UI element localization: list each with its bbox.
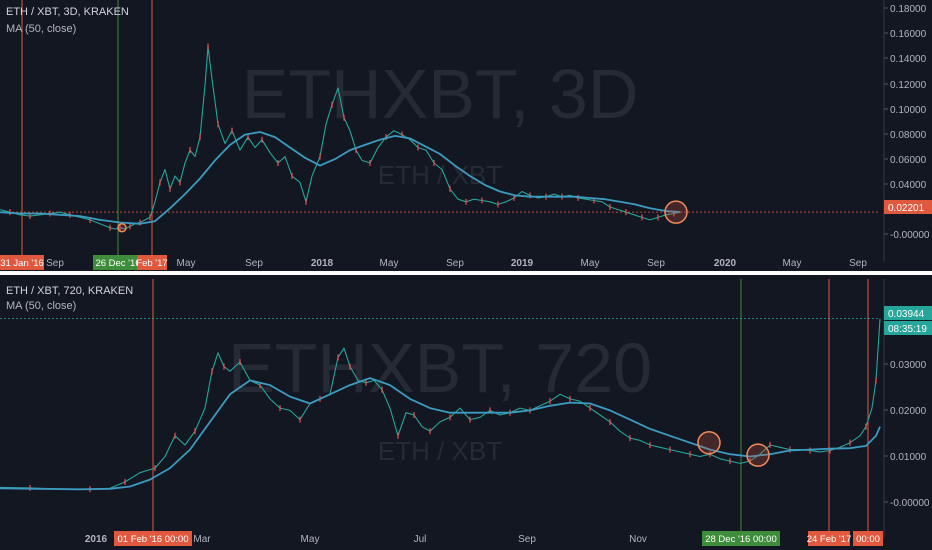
highlight-circle [746,443,770,467]
x-tick-label: May [301,534,320,545]
countdown-label: 08:35:19 [888,324,927,335]
marker-label: 31 Jan '16 [0,258,44,269]
y-tick-label: 0.18000 [890,4,927,15]
x-tick-label: May [783,258,802,269]
x-tick-label: Mar [193,534,211,545]
marker-label: 00:00 [856,534,880,545]
highlight-circle [664,200,688,224]
marker-label-box [0,255,44,270]
top-panel: ETHXBT, 3D ETH / XBT 0.18000 0.16000 0.140… [0,0,932,270]
ma-series-line [0,131,681,225]
x-tick-label: 2016 [85,534,108,545]
x-tick-label: Sep [245,258,263,269]
bottom-price-axis[interactable]: 0.03000 0.02000 0.01000 -0.00000 0.03944 08:3… [883,279,932,538]
marker-label-box [93,255,143,270]
y-tick-label: 0.04000 [890,180,927,191]
y-tick-label: 0.16000 [890,29,927,40]
top-watermark-sub: ETH / XBT [378,160,502,190]
last-price-box [884,200,932,214]
y-tick-label: 0.10000 [890,105,927,116]
ma-series-line [0,377,881,491]
last-price-box [884,306,932,320]
top-watermark: ETHXBT, 3D [242,55,639,133]
y-tick-label: 0.06000 [890,155,927,166]
x-tick-label: 2020 [714,258,737,269]
y-tick-label: -0.00000 [890,498,930,509]
x-tick-label: May [177,258,196,269]
marker-label-box [137,255,167,270]
panel-divider [0,271,932,275]
top-indicator[interactable]: MA (50, close) [6,23,76,35]
y-tick-label: 0.01000 [890,452,927,463]
x-tick-label: Nov [629,534,647,545]
bottom-watermark: ETHXBT, 720 [228,329,652,407]
top-title: ETH / XBT, 3D, KRAKEN [6,6,129,18]
marker-label: 01 Feb '16 00:00 [117,534,188,545]
marker-label-box [808,531,850,546]
bottom-title: ETH / XBT, 720, KRAKEN [6,285,133,297]
last-price-label: 0.02201 [888,203,925,214]
y-tick-label: 0.03000 [890,360,927,371]
marker-label-box [114,531,192,546]
x-tick-label: Sep [647,258,665,269]
y-tick-label: 0.14000 [890,54,927,65]
bottom-time-axis[interactable]: 2016 Mar May Jul Sep Nov 01 Feb '16 00:00 28 De… [85,531,883,546]
marker-label: Feb '17 [136,258,167,269]
y-tick-label: 0.08000 [890,130,927,141]
top-price-axis[interactable]: 0.18000 0.16000 0.14000 0.12000 0.10000 0.080… [883,0,932,261]
x-tick-label: 2018 [311,258,334,269]
x-tick-label: Sep [46,258,64,269]
marker-label: 24 Feb '17 [807,534,852,545]
top-plot [0,43,880,233]
last-price-label: 0.03944 [888,309,925,320]
highlight-circle [117,222,127,233]
marker-label-box [702,531,780,546]
y-tick-label: 0.02000 [890,406,927,417]
x-tick-label: Sep [518,534,536,545]
top-time-axis[interactable]: Sep May Sep 2018 May Sep 2019 May Sep 2020 May Sep3… [0,255,867,270]
bottom-marker-lines [152,279,869,534]
bottom-watermark-sub: ETH / XBT [378,436,502,466]
highlight-circle [697,430,721,455]
bottom-panel: ETHXBT, 720 ETH / XBT 0.03000 0.02000 0.01… [0,279,932,546]
bottom-indicator[interactable]: MA (50, close) [6,300,76,312]
marker-label: 28 Dec '16 00:00 [705,534,777,545]
marker-label: 26 Dec '16 [95,258,140,269]
marker-label-box [853,531,883,546]
y-tick-label: 0.12000 [890,80,927,91]
y-tick-label: -0.00000 [890,230,930,241]
x-tick-label: May [581,258,600,269]
x-tick-label: Sep [446,258,464,269]
x-tick-label: Sep [849,258,867,269]
x-tick-label: May [380,258,399,269]
x-tick-label: 2019 [511,258,534,269]
bottom-plot [0,317,881,493]
x-tick-label: Jul [414,534,427,545]
countdown-box [884,321,932,335]
